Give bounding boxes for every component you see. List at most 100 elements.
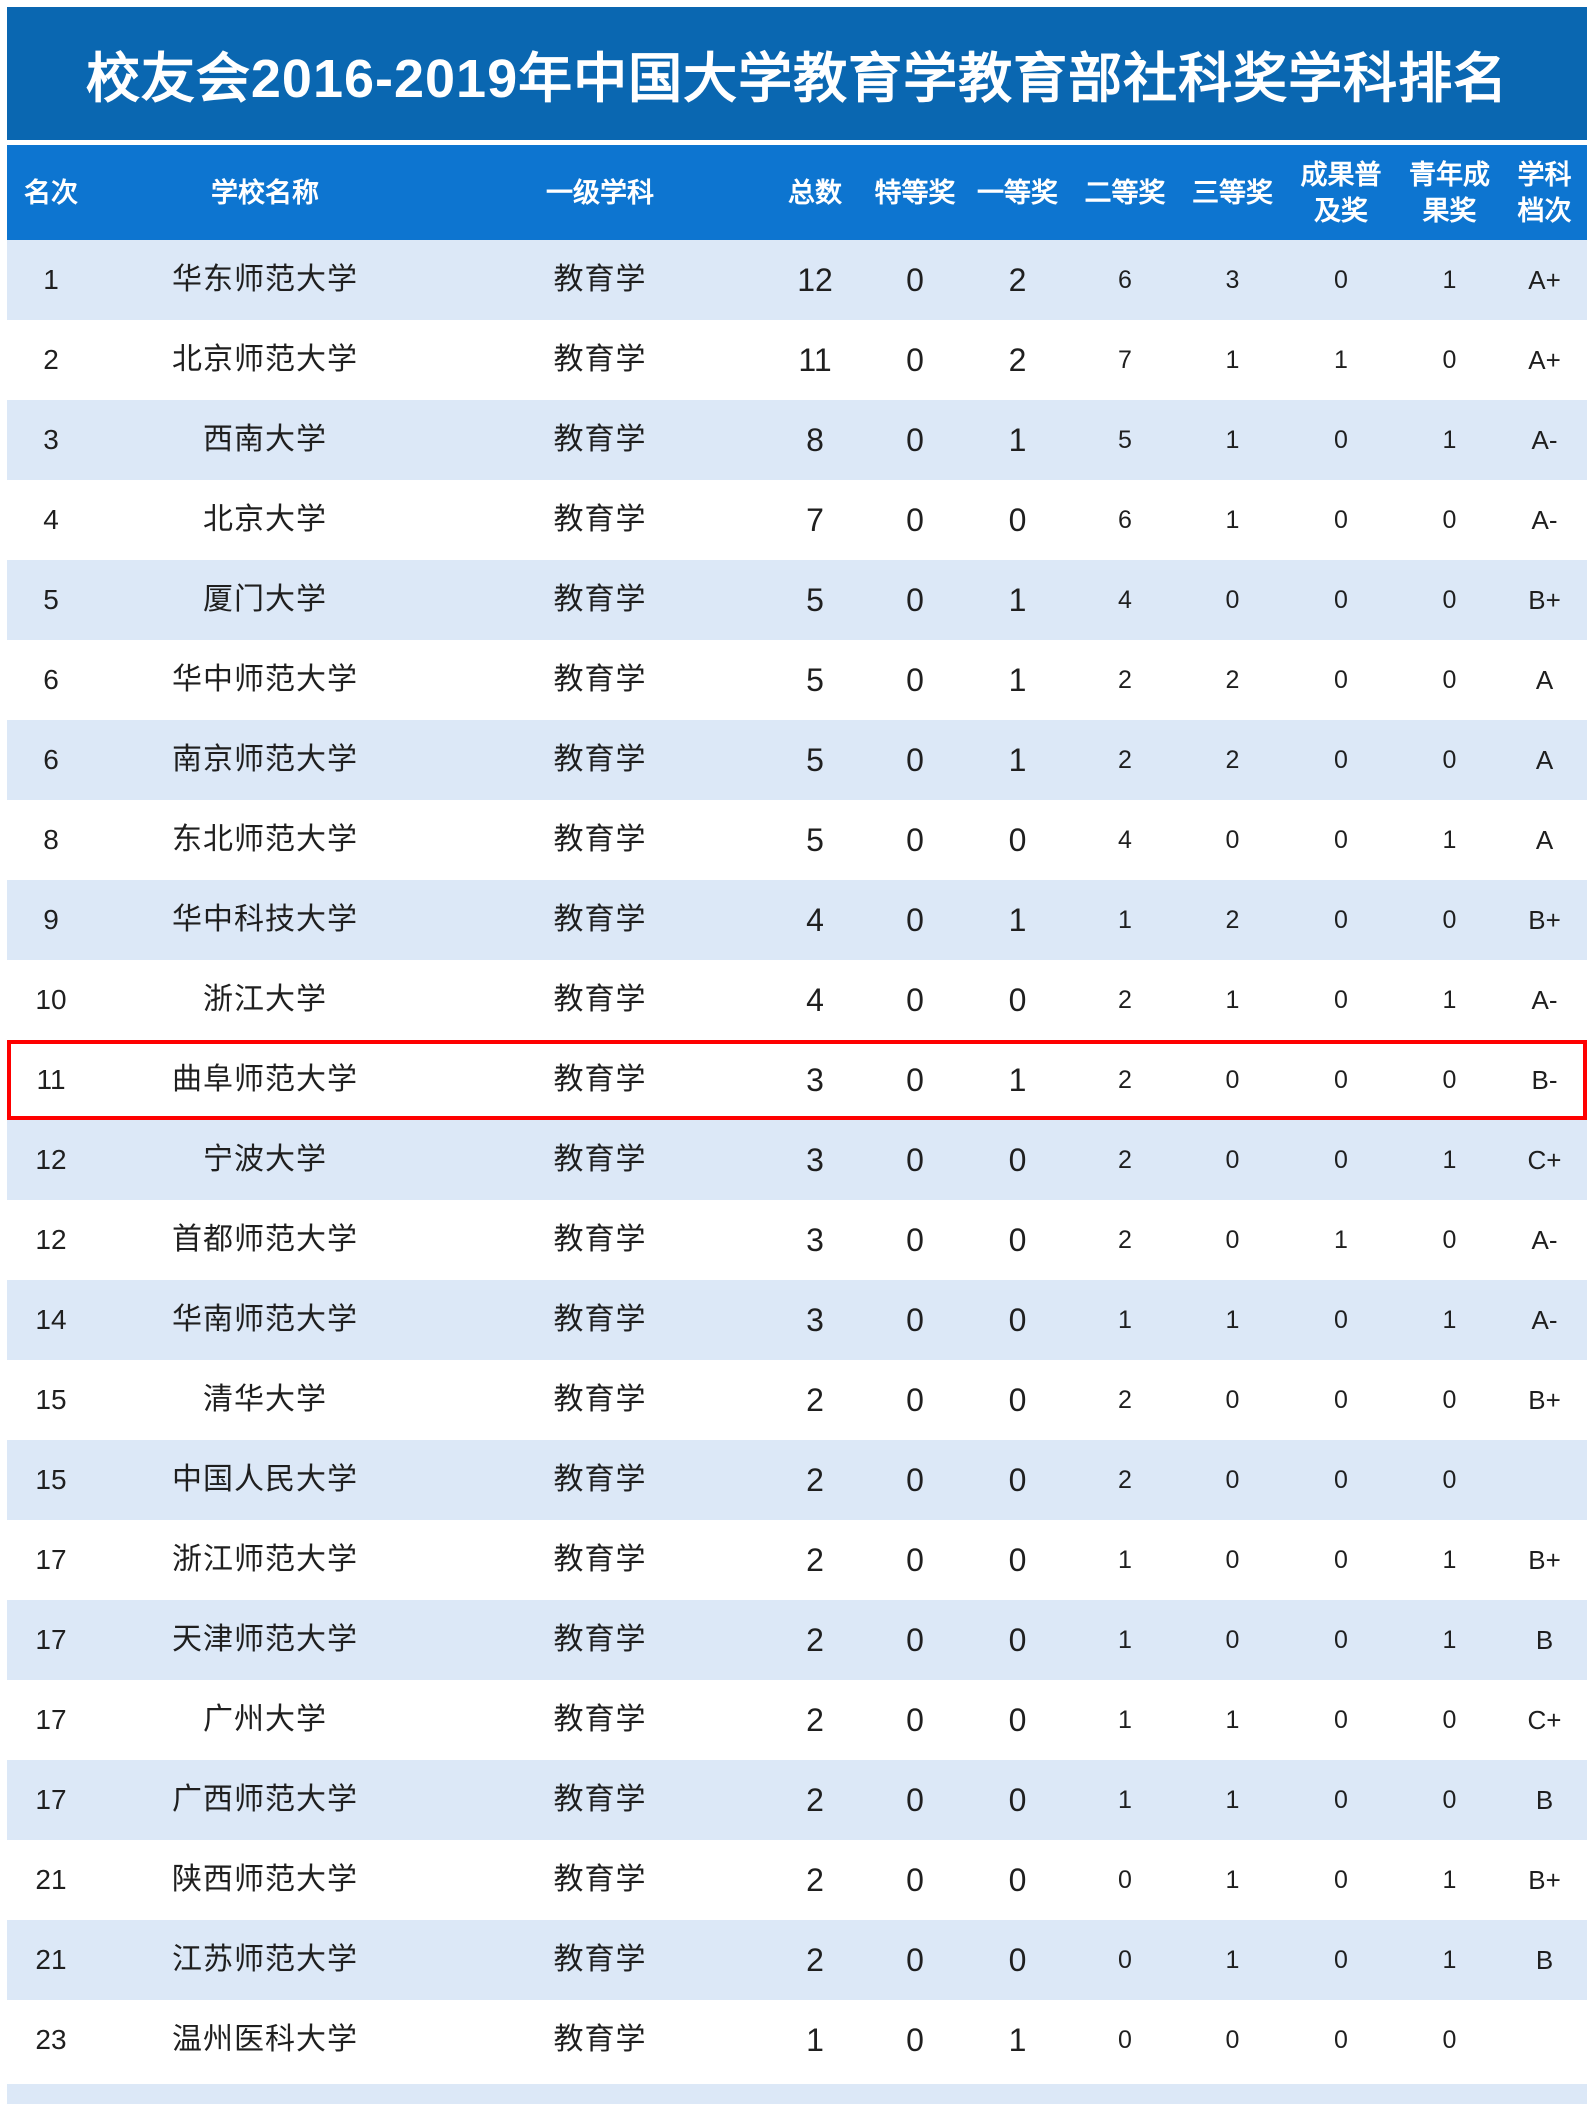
page-title: 校友会2016-2019年中国大学教育学教育部社科奖学科排名 bbox=[85, 49, 1509, 109]
cell-second: 2 bbox=[1118, 1065, 1132, 1094]
cell-second: 2 bbox=[1118, 1145, 1132, 1174]
cell-first: 0 bbox=[1008, 1462, 1027, 1498]
cell-second: 7 bbox=[1118, 345, 1132, 374]
cell-popular: 0 bbox=[1334, 1465, 1348, 1494]
cell-rank: 10 bbox=[35, 984, 67, 1015]
cell-third: 0 bbox=[1225, 1225, 1240, 1254]
table-row: 21 江苏师范大学 教育学 2 0 0 0 1 0 1 B bbox=[7, 1920, 1587, 2000]
cell-discipline: 教育学 bbox=[553, 663, 647, 696]
cell-popular: 0 bbox=[1334, 1145, 1348, 1174]
cell-first: 1 bbox=[1008, 2022, 1027, 2058]
cell-second: 5 bbox=[1118, 425, 1132, 454]
cell-school: 陕西师范大学 bbox=[172, 1863, 358, 1896]
cell-first: 1 bbox=[1008, 662, 1027, 698]
ranking-table: 名次 学校名称 一级学科 总数 特等奖 一等奖 二等奖 三等奖 成果普 及奖 青年成 果奖 学科 档… bbox=[7, 145, 1587, 2080]
cell-popular: 0 bbox=[1334, 2025, 1348, 2054]
cell-discipline: 教育学 bbox=[553, 343, 647, 376]
table-row: 4 北京大学 教育学 7 0 0 6 1 0 0 A- bbox=[7, 480, 1587, 560]
cell-popular: 0 bbox=[1334, 905, 1348, 934]
cell-third: 0 bbox=[1225, 1065, 1240, 1094]
cell-second: 1 bbox=[1118, 1625, 1132, 1654]
cell-total: 2 bbox=[806, 1702, 824, 1738]
cell-first: 0 bbox=[1008, 982, 1027, 1018]
cell-first: 1 bbox=[1008, 422, 1027, 458]
cell-third: 2 bbox=[1225, 905, 1240, 934]
cell-total: 2 bbox=[806, 1382, 824, 1418]
cell-school: 江苏师范大学 bbox=[172, 1943, 358, 1976]
table-row: 1 华东师范大学 教育学 12 0 2 6 3 0 1 A+ bbox=[7, 240, 1587, 320]
header-cell-total: 总数 bbox=[788, 177, 842, 208]
cell-youth: 1 bbox=[1442, 425, 1457, 454]
table-row: 6 华中师范大学 教育学 5 0 1 2 2 0 0 A bbox=[7, 640, 1587, 720]
cell-discipline: 教育学 bbox=[553, 823, 647, 856]
cell-third: 1 bbox=[1225, 345, 1240, 374]
cell-grade: B bbox=[1535, 1625, 1554, 1655]
cell-total: 12 bbox=[797, 262, 833, 298]
cell-first: 0 bbox=[1008, 1382, 1027, 1418]
cell-youth: 0 bbox=[1442, 585, 1457, 614]
cell-second: 6 bbox=[1118, 505, 1132, 534]
cell-total: 3 bbox=[806, 1062, 824, 1098]
cell-discipline: 教育学 bbox=[553, 1303, 647, 1336]
title-separator bbox=[7, 140, 1587, 145]
cell-popular: 1 bbox=[1334, 1225, 1348, 1254]
cell-rank: 6 bbox=[43, 744, 59, 775]
table-row: 2 北京师范大学 教育学 11 0 2 7 1 1 0 A+ bbox=[7, 320, 1587, 400]
table-row: 12 首都师范大学 教育学 3 0 0 2 0 1 0 A- bbox=[7, 1200, 1587, 1280]
cell-school: 首都师范大学 bbox=[172, 1223, 358, 1256]
cell-third: 1 bbox=[1225, 1785, 1240, 1814]
cell-popular: 0 bbox=[1334, 585, 1348, 614]
cell-youth: 0 bbox=[1442, 1225, 1457, 1254]
cell-second: 1 bbox=[1118, 1305, 1132, 1334]
cell-grade: A- bbox=[1531, 1225, 1558, 1255]
cell-discipline: 教育学 bbox=[553, 1063, 647, 1096]
cell-popular: 0 bbox=[1334, 265, 1348, 294]
cell-school: 东北师范大学 bbox=[172, 823, 358, 856]
cell-discipline: 教育学 bbox=[553, 1143, 647, 1176]
table-row: 15 中国人民大学 教育学 2 0 0 2 0 0 0 bbox=[7, 1440, 1587, 1520]
cell-rank: 17 bbox=[35, 1544, 67, 1575]
cell-first: 0 bbox=[1008, 1542, 1027, 1578]
cell-school: 天津师范大学 bbox=[172, 1623, 358, 1656]
cell-first: 1 bbox=[1008, 902, 1027, 938]
cell-popular: 0 bbox=[1334, 825, 1348, 854]
cell-grade: B+ bbox=[1528, 905, 1561, 935]
cell-rank: 21 bbox=[35, 1864, 67, 1895]
cell-special: 0 bbox=[906, 1062, 924, 1098]
cell-second: 2 bbox=[1118, 745, 1132, 774]
table-row: 17 浙江师范大学 教育学 2 0 0 1 0 0 1 B+ bbox=[7, 1520, 1587, 1600]
cell-total: 2 bbox=[806, 1542, 824, 1578]
cell-special: 0 bbox=[906, 582, 924, 618]
cell-rank: 5 bbox=[43, 584, 59, 615]
cell-rank: 17 bbox=[35, 1624, 67, 1655]
cell-rank: 3 bbox=[43, 424, 59, 455]
cell-school: 广州大学 bbox=[203, 1703, 327, 1736]
cell-second: 2 bbox=[1118, 1465, 1132, 1494]
cell-special: 0 bbox=[906, 1142, 924, 1178]
cell-youth: 0 bbox=[1442, 665, 1457, 694]
cell-popular: 0 bbox=[1334, 665, 1348, 694]
cell-first: 2 bbox=[1008, 262, 1027, 298]
header-row: 名次 学校名称 一级学科 总数 特等奖 一等奖 二等奖 三等奖 成果普 及奖 青年成 果奖 学科 档… bbox=[7, 145, 1587, 240]
cell-rank: 4 bbox=[43, 504, 59, 535]
cell-school: 清华大学 bbox=[203, 1383, 327, 1416]
cell-discipline: 教育学 bbox=[553, 583, 647, 616]
cell-first: 2 bbox=[1008, 342, 1027, 378]
cell-popular: 0 bbox=[1334, 1705, 1348, 1734]
table-row: 5 厦门大学 教育学 5 0 1 4 0 0 0 B+ bbox=[7, 560, 1587, 640]
cell-discipline: 教育学 bbox=[553, 1543, 647, 1576]
cell-total: 2 bbox=[806, 1782, 824, 1818]
cell-second: 1 bbox=[1118, 1545, 1132, 1574]
cell-third: 2 bbox=[1225, 665, 1240, 694]
cell-rank: 11 bbox=[36, 1064, 66, 1095]
cell-total: 4 bbox=[806, 902, 824, 938]
cell-grade: A bbox=[1535, 665, 1554, 695]
table-row: 6 南京师范大学 教育学 5 0 1 2 2 0 0 A bbox=[7, 720, 1587, 800]
cell-rank: 23 bbox=[35, 2024, 67, 2055]
cell-popular: 0 bbox=[1334, 505, 1348, 534]
cell-discipline: 教育学 bbox=[553, 1783, 647, 1816]
cell-special: 0 bbox=[906, 662, 924, 698]
cell-grade: B+ bbox=[1528, 1545, 1561, 1575]
cell-rank: 14 bbox=[35, 1304, 67, 1335]
cell-grade: B+ bbox=[1528, 1865, 1561, 1895]
